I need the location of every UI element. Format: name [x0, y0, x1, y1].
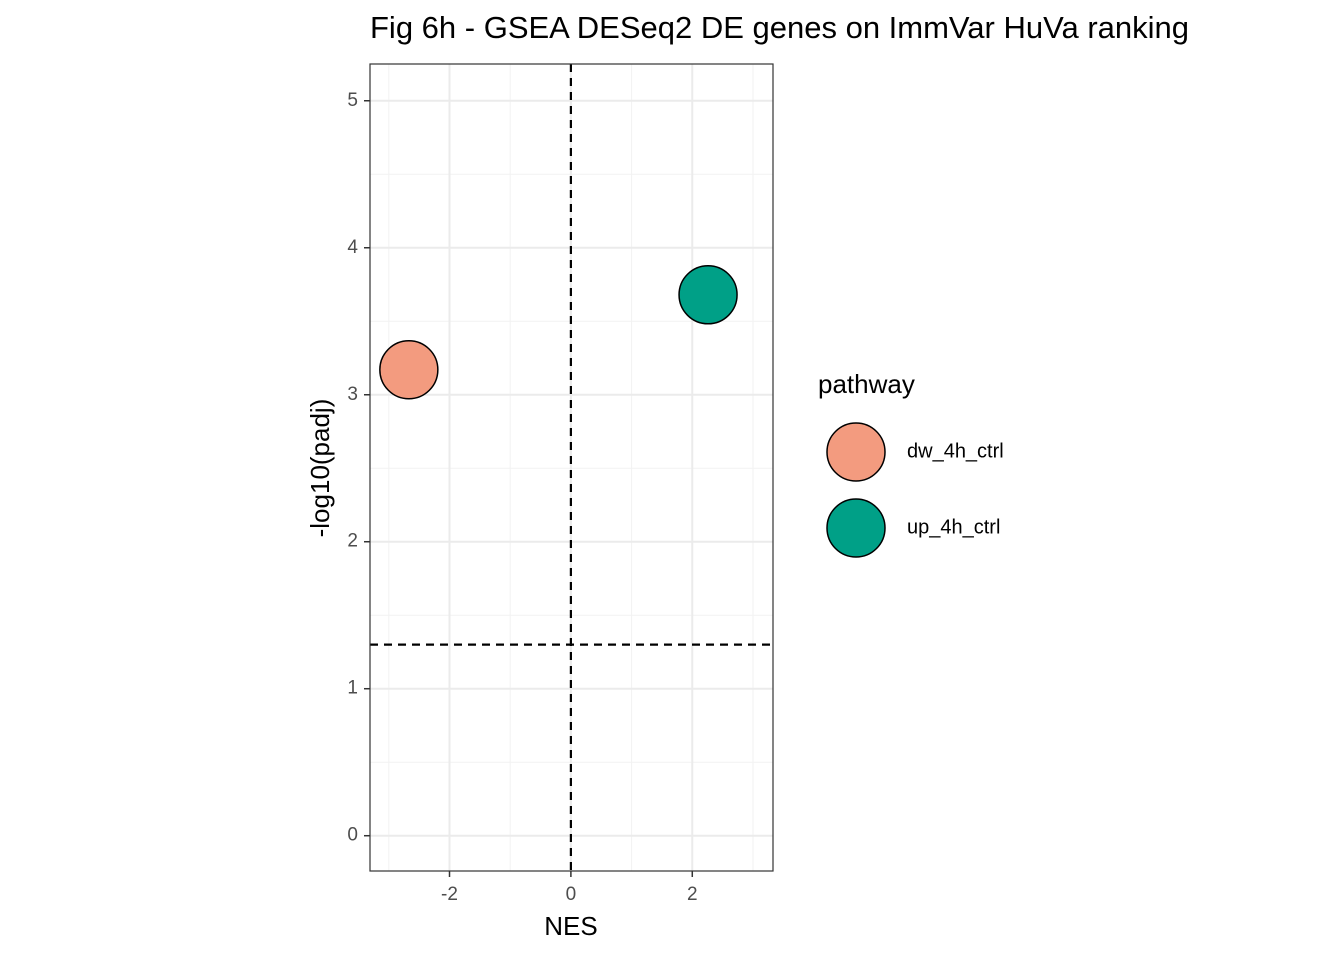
y-tick-label: 1 — [347, 678, 358, 699]
y-axis-label: -log10(padj) — [305, 399, 335, 538]
chart-title: Fig 6h - GSEA DESeq2 DE genes on ImmVar … — [370, 10, 1189, 45]
y-tick-label: 3 — [347, 384, 358, 405]
plot-border — [369, 63, 774, 872]
y-tick-label: 4 — [347, 237, 358, 258]
x-tick-label: 0 — [566, 884, 577, 905]
legend-key — [826, 422, 886, 482]
x-axis-label: NES — [544, 911, 597, 941]
x-tick-label: 2 — [687, 884, 698, 905]
point — [678, 265, 738, 325]
y-tick-label: 0 — [347, 825, 358, 846]
y-tick-label: 2 — [347, 531, 358, 552]
x-tick-label: -2 — [441, 884, 458, 905]
legend-label: up_4h_ctrl — [907, 516, 1000, 538]
legend-label: dw_4h_ctrl — [907, 440, 1004, 462]
point — [379, 339, 439, 400]
legend-key — [826, 498, 886, 558]
y-tick-label: 5 — [347, 90, 358, 111]
legend-title: pathway — [818, 369, 915, 399]
